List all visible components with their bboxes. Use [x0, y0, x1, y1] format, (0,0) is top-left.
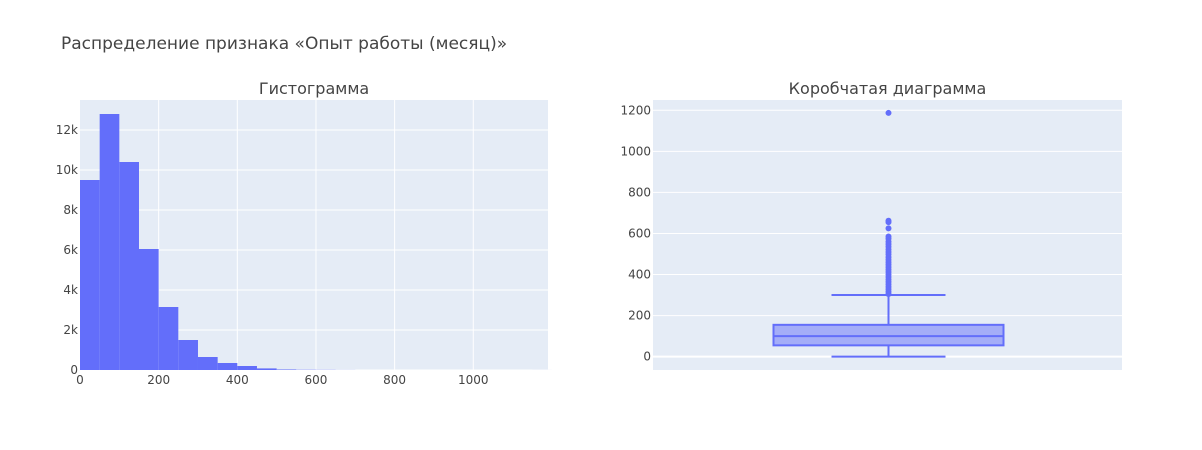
histogram-y-ticks: 0 2k 4k 6k 8k 10k 12k	[56, 123, 78, 377]
histogram-y-tick-label: 4k	[63, 283, 78, 297]
histogram-bar	[276, 369, 297, 370]
boxplot-y-tick-label: 0	[643, 350, 651, 364]
histogram-y-tick-label: 6k	[63, 243, 78, 257]
outlier-point	[885, 219, 892, 226]
histogram-x-tick-label: 400	[226, 373, 249, 387]
histogram-x-tick-label: 600	[305, 373, 328, 387]
boxplot-shapes	[772, 109, 1005, 358]
boxplot-panel: 0 200 400 600 800 1000 1200 Коробчатая диаграм…	[620, 79, 1122, 370]
histogram-bar	[119, 162, 139, 370]
histogram-bar	[80, 180, 100, 370]
histogram-bar	[237, 366, 257, 370]
histogram-bars	[80, 114, 552, 370]
boxplot-y-tick-label: 400	[628, 268, 651, 282]
histogram-x-tick-label: 0	[76, 373, 84, 387]
histogram-x-tick-label: 200	[147, 373, 170, 387]
histogram-y-tick-label: 8k	[63, 203, 78, 217]
histogram-x-tick-label: 1000	[458, 373, 489, 387]
histogram-x-tick-label: 800	[383, 373, 406, 387]
outlier-point	[885, 291, 892, 298]
outlier-point	[885, 225, 892, 232]
histogram-panel: 0 200 400 600 800 1000 0 2k 4k 6k 8k 10k 12k Гистог…	[56, 79, 552, 387]
boxplot-y-tick-label: 1000	[620, 144, 651, 158]
boxplot-y-tick-label: 1200	[620, 103, 651, 117]
histogram-bar	[158, 307, 179, 370]
histogram-y-tick-label: 12k	[56, 123, 78, 137]
outlier-point	[885, 109, 892, 116]
histogram-bar	[138, 249, 159, 370]
boxplot-subtitle: Коробчатая диаграмма	[789, 79, 987, 98]
boxplot-y-ticks: 0 200 400 600 800 1000 1200	[620, 103, 651, 363]
histogram-bar	[178, 340, 198, 370]
histogram-bar	[217, 363, 238, 370]
boxplot-y-tick-label: 200	[628, 309, 651, 323]
boxplot-y-tick-label: 600	[628, 226, 651, 240]
histogram-subtitle: Гистограмма	[259, 79, 369, 98]
histogram-y-tick-label: 10k	[56, 163, 78, 177]
chart-title: Распределение признака «Опыт работы (мес…	[61, 34, 508, 54]
histogram-bar	[256, 368, 277, 370]
histogram-bar	[99, 114, 120, 370]
box-iqr	[772, 323, 1005, 347]
histogram-bar	[197, 357, 218, 370]
histogram-x-ticks: 0 200 400 600 800 1000	[76, 373, 488, 387]
histogram-y-tick-label: 0	[70, 363, 78, 377]
histogram-y-tick-label: 2k	[63, 323, 78, 337]
boxplot-y-tick-label: 800	[628, 185, 651, 199]
